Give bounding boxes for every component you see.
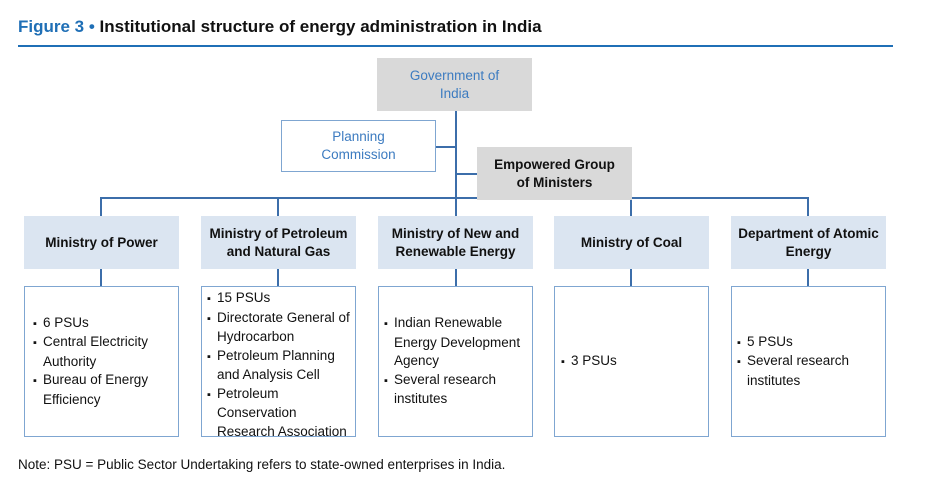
figure-title-text: Institutional structure of energy admini… bbox=[99, 17, 542, 36]
planning-connector bbox=[436, 146, 456, 148]
ministry-renewable-label: Ministry of New and Renewable Energy bbox=[391, 225, 520, 259]
planning-commission-box: Planning Commission bbox=[281, 120, 436, 172]
list-item: Several research institutes bbox=[384, 371, 526, 409]
figure-label: Figure 3 bbox=[18, 17, 85, 36]
atomic-list: 5 PSUs Several research institutes bbox=[737, 333, 879, 391]
government-box: Government of India bbox=[377, 58, 532, 111]
ministry-coal-box: Ministry of Coal bbox=[554, 216, 709, 269]
power-list: 6 PSUs Central Electricity Authority Bur… bbox=[33, 314, 172, 410]
renewable-list-box: Indian Renewable Energy Development Agen… bbox=[378, 286, 533, 437]
list-item: Bureau of Energy Efficiency bbox=[33, 371, 172, 409]
drop-line-petroleum bbox=[277, 197, 279, 216]
drop-line-power bbox=[100, 197, 102, 216]
sub-line-petroleum bbox=[277, 269, 279, 286]
footnote: Note: PSU = Public Sector Undertaking re… bbox=[18, 457, 506, 472]
drop-line-coal bbox=[630, 197, 632, 216]
figure-title: Figure 3 • Institutional structure of en… bbox=[18, 17, 542, 37]
ministry-bus-line bbox=[100, 197, 808, 199]
ministry-power-label: Ministry of Power bbox=[45, 234, 158, 250]
list-item: 6 PSUs bbox=[33, 314, 172, 334]
sub-line-atomic bbox=[807, 269, 809, 286]
ministry-petroleum-label: Ministry of Petroleum and Natural Gas bbox=[209, 225, 348, 259]
atomic-list-box: 5 PSUs Several research institutes bbox=[731, 286, 886, 437]
title-rule bbox=[18, 45, 893, 47]
petroleum-list-box: 15 PSUs Directorate General of Hydrocarb… bbox=[201, 286, 356, 439]
ministry-power-box: Ministry of Power bbox=[24, 216, 179, 269]
coal-list: 3 PSUs bbox=[561, 352, 617, 372]
sub-line-power bbox=[100, 269, 102, 286]
trunk-line bbox=[455, 111, 457, 216]
list-item: Several research institutes bbox=[737, 352, 879, 390]
planning-commission-label: Planning Commission bbox=[321, 129, 396, 162]
coal-list-box: 3 PSUs bbox=[554, 286, 709, 437]
figure-separator: • bbox=[84, 17, 100, 36]
department-atomic-box: Department of Atomic Energy bbox=[731, 216, 886, 269]
egom-connector bbox=[456, 173, 477, 175]
department-atomic-label: Department of Atomic Energy bbox=[738, 225, 879, 259]
list-item: Indian Renewable Energy Development Agen… bbox=[384, 314, 526, 371]
empowered-group-box: Empowered Group of Ministers bbox=[477, 147, 632, 200]
sub-line-coal bbox=[630, 269, 632, 286]
ministry-coal-label: Ministry of Coal bbox=[580, 234, 683, 250]
drop-line-atomic bbox=[807, 197, 809, 216]
renewable-list: Indian Renewable Energy Development Agen… bbox=[384, 314, 526, 409]
empowered-group-label: Empowered Group of Ministers bbox=[494, 156, 615, 190]
ministry-petroleum-box: Ministry of Petroleum and Natural Gas bbox=[201, 216, 356, 269]
ministry-renewable-box: Ministry of New and Renewable Energy bbox=[378, 216, 533, 269]
list-item: Directorate General of Hydrocarbon bbox=[207, 309, 353, 347]
government-label: Government of India bbox=[409, 67, 500, 101]
list-item: Petroleum Planning and Analysis Cell bbox=[207, 347, 353, 385]
list-item: 3 PSUs bbox=[561, 352, 617, 372]
list-item: 5 PSUs bbox=[737, 333, 879, 353]
list-item: Petroleum Conservation Research Associat… bbox=[207, 385, 353, 442]
power-list-box: 6 PSUs Central Electricity Authority Bur… bbox=[24, 286, 179, 437]
sub-line-renewable bbox=[455, 269, 457, 286]
list-item: Central Electricity Authority bbox=[33, 333, 172, 371]
petroleum-list: 15 PSUs Directorate General of Hydrocarb… bbox=[207, 289, 353, 441]
list-item: 15 PSUs bbox=[207, 289, 353, 309]
